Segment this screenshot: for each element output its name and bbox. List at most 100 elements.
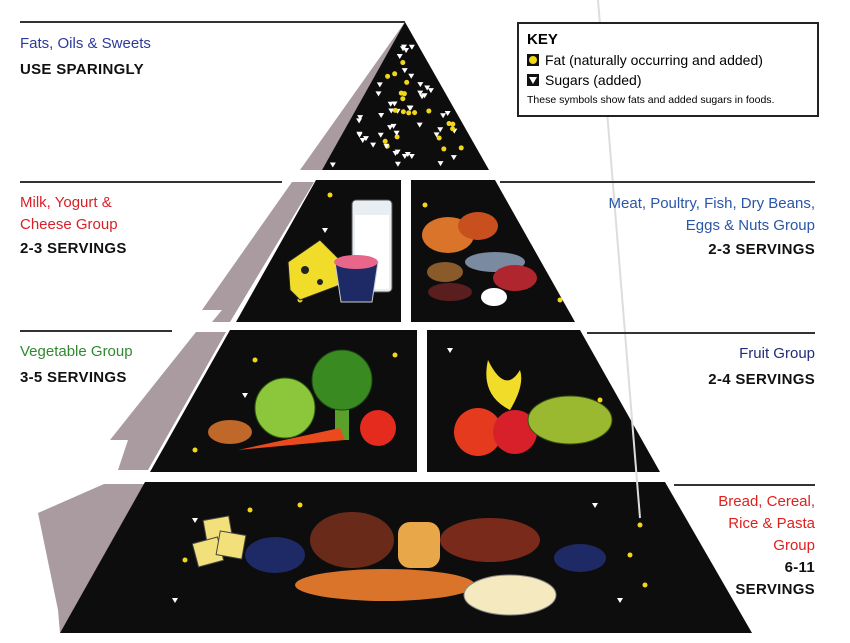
fat-circle-icon	[392, 107, 398, 113]
fat-circle-icon	[406, 110, 412, 116]
crackers-icon	[191, 515, 247, 568]
fat-circle-icon	[422, 202, 428, 208]
sugar-triangle-icon	[407, 105, 414, 111]
fat-circle-icon	[527, 54, 539, 66]
fat-circle-icon	[637, 522, 643, 528]
fat-circle-icon	[192, 447, 198, 453]
fat-circle-icon	[392, 71, 398, 77]
divider	[500, 181, 815, 183]
servings: 6-11	[784, 559, 815, 576]
fat-circle-icon	[400, 60, 406, 66]
group-name: Rice & Pasta	[728, 515, 815, 532]
group-name: Group	[773, 537, 815, 554]
broccoli-icon	[311, 349, 373, 440]
sugar-triangle-icon	[388, 108, 395, 114]
lettuce-icon	[254, 377, 316, 439]
sugar-triangle-icon	[416, 122, 423, 128]
bread-slice-icon	[398, 522, 440, 568]
tomato-icon	[360, 410, 396, 446]
sugar-triangle-icon	[400, 46, 407, 52]
fat-circle-icon	[394, 134, 400, 140]
fat-circle-icon	[426, 108, 432, 114]
sugar-triangle-icon	[527, 74, 539, 86]
fat-circle-icon	[385, 73, 391, 79]
sugar-triangle-icon	[421, 93, 428, 99]
sugar-triangle-icon	[403, 48, 410, 54]
fat-circle-icon	[642, 582, 648, 588]
sugar-triangle-icon	[424, 85, 431, 91]
pyramid-side-face	[38, 22, 405, 633]
sugar-triangle-icon	[329, 162, 336, 168]
sugar-triangle-icon	[440, 113, 447, 119]
divider	[20, 181, 282, 183]
group-name: Fats, Oils & Sweets	[20, 35, 151, 52]
group-name: Bread, Cereal,	[718, 493, 815, 510]
label-fats: Fats, Oils & Sweets USE SPARINGLY	[20, 33, 151, 81]
key-item-fat: Fat (naturally occurring and added)	[527, 50, 809, 70]
sugar-triangle-icon	[408, 73, 415, 79]
fat-circle-icon	[446, 121, 452, 127]
group-name: Cheese Group	[20, 216, 118, 233]
key-label: Sugars (added)	[545, 72, 642, 88]
label-bread: Bread, Cereal, Rice & Pasta Group 6-11 S…	[718, 491, 815, 601]
sugar-triangle-icon	[401, 154, 408, 160]
poultry-icon	[422, 212, 498, 253]
sugar-triangle-icon	[356, 118, 363, 124]
fat-circle-icon	[627, 552, 633, 558]
sugar-triangle-icon	[417, 90, 424, 96]
sugar-triangle-icon	[427, 88, 434, 94]
divider	[587, 332, 815, 334]
sugar-triangle-icon	[394, 161, 401, 167]
sugar-triangle-icon	[377, 132, 384, 138]
sugar-triangle-icon	[433, 132, 440, 138]
fat-circle-icon	[450, 121, 456, 127]
baguette-icon	[295, 569, 475, 601]
fat-circle-icon	[450, 126, 456, 132]
servings: SERVINGS	[735, 581, 815, 598]
sugar-triangle-icon	[322, 228, 328, 233]
sugar-triangle-icon	[172, 598, 178, 603]
group-name: Meat, Poultry, Fish, Dry Beans,	[608, 195, 815, 212]
sugar-triangle-icon	[387, 125, 394, 131]
rice-bowl-icon	[554, 544, 606, 572]
pasta-plate-icon	[463, 574, 557, 616]
fat-circle-icon	[247, 507, 253, 513]
sugar-triangle-icon	[378, 112, 385, 118]
banana-icon	[486, 360, 522, 410]
label-vegetable: Vegetable Group 3-5 SERVINGS	[20, 341, 133, 389]
fat-circle-icon	[597, 397, 603, 403]
servings: 3-5 SERVINGS	[20, 369, 127, 386]
sugar-triangle-icon	[437, 127, 444, 133]
sugar-triangle-icon	[242, 393, 248, 398]
sugar-triangle-icon	[362, 136, 369, 142]
sugar-triangle-icon	[537, 208, 543, 213]
sugar-triangle-icon	[444, 110, 451, 116]
sugar-triangle-icon	[375, 91, 382, 97]
key-item-sugar: Sugars (added)	[527, 70, 809, 90]
sugar-triangle-icon	[592, 503, 598, 508]
egg-icon	[481, 288, 507, 306]
sugar-triangle-icon	[408, 153, 415, 159]
group-name: Eggs & Nuts Group	[685, 217, 815, 234]
sugar-triangle-icon	[376, 82, 383, 88]
sugar-triangle-icon	[370, 142, 377, 148]
key-title: KEY	[527, 31, 558, 48]
divider	[674, 484, 815, 486]
label-milk: Milk, Yogurt & Cheese Group 2-3 SERVINGS	[20, 192, 127, 260]
fat-circle-icon	[252, 357, 258, 363]
divider	[20, 21, 405, 23]
fat-circle-icon	[327, 192, 333, 198]
fat-sugar-symbols	[172, 44, 648, 603]
sugar-triangle-icon	[356, 131, 363, 137]
fat-circle-icon	[297, 502, 303, 508]
fat-circle-icon	[401, 91, 407, 97]
potato-icon	[208, 420, 252, 444]
apple-icon	[493, 410, 537, 454]
fat-circle-icon	[182, 557, 188, 563]
sugar-triangle-icon	[417, 82, 424, 88]
sugar-triangle-icon	[383, 143, 390, 149]
servings: USE SPARINGLY	[20, 61, 144, 78]
group-name: Fruit Group	[739, 345, 815, 362]
steak-icon	[493, 265, 537, 291]
